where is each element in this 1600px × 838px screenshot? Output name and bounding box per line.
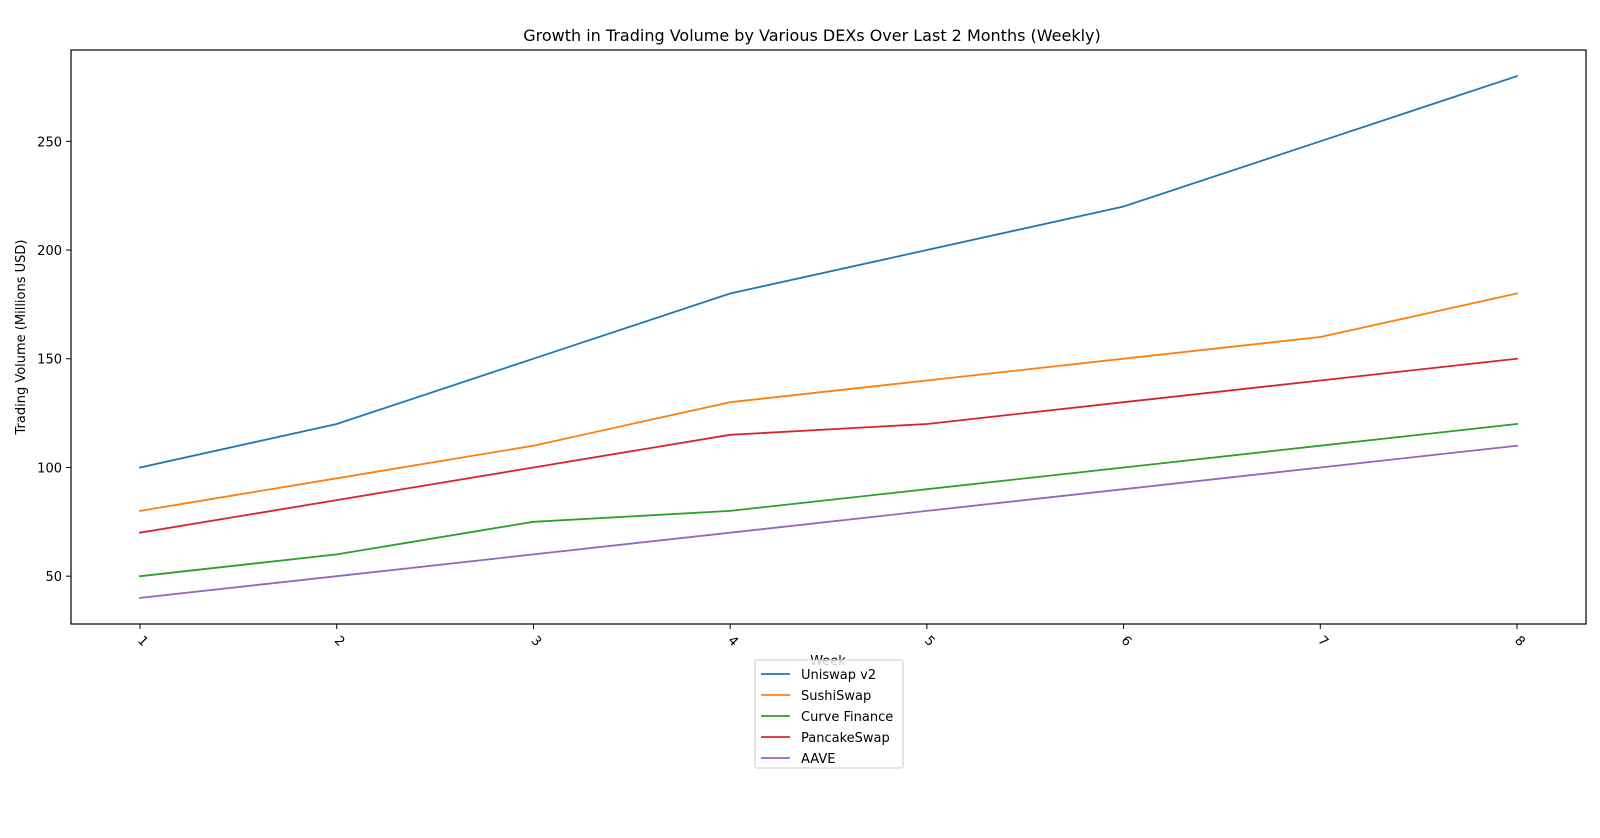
y-tick-label: 150 (37, 353, 62, 368)
y-tick-label: 200 (37, 244, 62, 259)
legend-label: Curve Finance (801, 710, 893, 725)
y-tick-label: 250 (37, 135, 62, 150)
x-tick-label: 2 (331, 633, 347, 649)
legend-label: Uniswap v2 (801, 668, 876, 683)
legend: Uniswap v2 SushiSwap Curve Finance PancakeS… (754, 659, 904, 769)
legend-label: AAVE (801, 752, 835, 767)
series-lines (138, 74, 1519, 599)
chart-title: Growth in Trading Volume by Various DEXs… (523, 26, 1101, 45)
x-tick-label: 4 (724, 633, 740, 649)
y-axis: 50 100 150 200 250 (37, 135, 71, 585)
y-tick-label: 50 (45, 570, 62, 585)
x-axis: 1 2 3 4 5 6 7 8 (134, 624, 1528, 650)
series-line-curve-finance (139, 423, 1518, 578)
series-line-uniswap-v2 (138, 74, 1519, 469)
legend-frame (754, 659, 904, 769)
series-line-aave (139, 444, 1518, 599)
plot-area (70, 49, 1587, 625)
x-tick-label: 5 (921, 633, 937, 649)
series-line-sushiswap (138, 292, 1519, 512)
x-tick-label: 7 (1315, 633, 1331, 649)
x-tick-label: 3 (528, 633, 544, 649)
x-tick-label: 8 (1511, 633, 1527, 649)
x-tick-label: 1 (134, 633, 150, 649)
y-axis-title: Trading Volume (Millions USD) (14, 240, 29, 436)
x-tick-label: 6 (1118, 633, 1134, 649)
legend-label: SushiSwap (801, 689, 871, 704)
series-line-pancakeswap (138, 357, 1518, 534)
y-tick-label: 100 (37, 461, 62, 476)
legend-label: PancakeSwap (801, 731, 890, 746)
